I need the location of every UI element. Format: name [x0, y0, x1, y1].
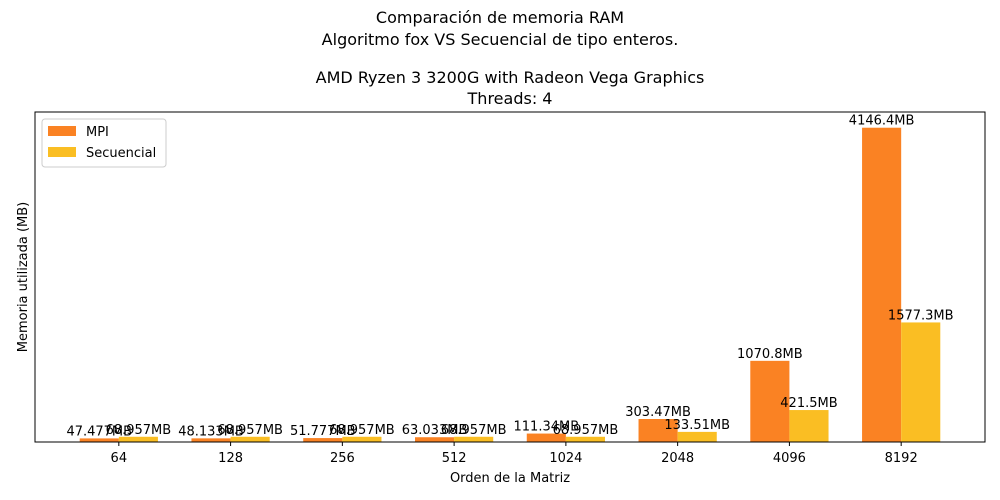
data-label-secuencial-64: 68.957MB — [106, 423, 172, 438]
bar-secuencial-256 — [342, 436, 382, 442]
data-label-mpi-256: 51.777MB — [290, 424, 356, 439]
bar-mpi-256 — [303, 438, 343, 442]
title-line-4: AMD Ryzen 3 3200G with Radeon Vega Graph… — [316, 68, 705, 87]
bars-layer — [79, 127, 941, 443]
title-line-2: Algoritmo fox VS Secuencial de tipo ente… — [322, 30, 679, 49]
x-axis-ticks: 64 128 256 512 1024 2048 4096 8192 — [111, 442, 918, 466]
legend-label-mpi: MPI — [86, 125, 109, 140]
data-label-secuencial-1024: 68.957MB — [553, 423, 619, 438]
x-tick-label-64: 64 — [111, 451, 128, 466]
bar-mpi-512 — [415, 437, 455, 442]
y-axis-label: Memoria utilizada (MB) — [16, 202, 31, 352]
x-tick-label-256: 256 — [330, 451, 355, 466]
x-tick-label-8192: 8192 — [885, 451, 918, 466]
bar-secuencial-64 — [118, 436, 158, 442]
bar-mpi-128 — [191, 438, 231, 442]
x-axis-label: Orden de la Matriz — [450, 471, 570, 486]
legend-swatch-mpi — [48, 126, 76, 136]
data-labels-layer: 47.477MB 48.133MB 51.777MB 63.033MB 111.34MB… — [66, 114, 953, 440]
data-label-mpi-8192: 4146.4MB — [849, 114, 915, 129]
bar-secuencial-4096 — [789, 410, 829, 442]
bar-mpi-2048 — [638, 418, 678, 442]
x-tick-label-512: 512 — [442, 451, 467, 466]
bar-secuencial-128 — [230, 436, 270, 442]
x-tick-label-2048: 2048 — [661, 451, 694, 466]
legend-swatch-secuencial — [48, 147, 76, 157]
data-label-secuencial-128: 68.957MB — [217, 423, 283, 438]
bar-mpi-64 — [79, 438, 119, 442]
title-line-5: Threads: 4 — [467, 89, 553, 108]
chart-title: Comparación de memoria RAM Algoritmo fox… — [316, 8, 705, 108]
bar-mpi-4096 — [750, 360, 790, 442]
data-label-secuencial-8192: 1577.3MB — [888, 308, 954, 323]
data-label-secuencial-512: 68.957MB — [441, 423, 507, 438]
bar-secuencial-8192 — [901, 322, 941, 442]
title-line-1: Comparación de memoria RAM — [376, 8, 624, 27]
data-label-mpi-2048: 303.47MB — [625, 405, 691, 420]
data-label-secuencial-256: 68.957MB — [329, 423, 395, 438]
bar-secuencial-2048 — [677, 431, 717, 442]
bar-secuencial-1024 — [565, 436, 605, 442]
x-tick-label-1024: 1024 — [549, 451, 582, 466]
data-label-mpi-64: 47.477MB — [66, 424, 132, 439]
data-label-secuencial-4096: 421.5MB — [780, 396, 837, 411]
legend-label-secuencial: Secuencial — [86, 146, 156, 161]
plot-area-frame — [34, 111, 986, 443]
x-tick-label-128: 128 — [218, 451, 243, 466]
data-label-mpi-4096: 1070.8MB — [737, 347, 803, 362]
bar-mpi-8192 — [862, 127, 902, 443]
data-label-secuencial-2048: 133.51MB — [664, 418, 730, 433]
bar-mpi-1024 — [526, 433, 566, 442]
data-label-mpi-512: 63.033MB — [402, 423, 468, 438]
x-tick-label-4096: 4096 — [773, 451, 806, 466]
data-label-mpi-128: 48.133MB — [178, 424, 244, 439]
legend: MPI Secuencial — [41, 118, 167, 168]
bar-secuencial-512 — [454, 436, 494, 442]
data-label-mpi-1024: 111.34MB — [514, 420, 580, 435]
